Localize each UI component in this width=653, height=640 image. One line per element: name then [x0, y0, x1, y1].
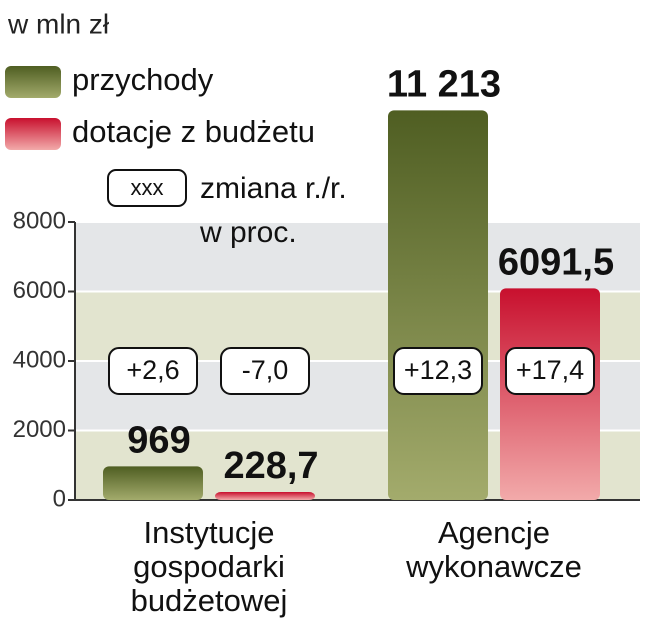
x-tick-label: Instytucje gospodarki budżetowej: [130, 515, 288, 618]
legend-note-box: [107, 169, 187, 207]
change-box: [220, 347, 310, 395]
y-tick-label: 8000: [13, 207, 66, 234]
change-label: -7,0: [242, 355, 289, 385]
change-label: +17,4: [516, 355, 584, 385]
value-label: 6091,5: [498, 241, 614, 283]
legend-swatch: [5, 118, 61, 150]
value-label: 228,7: [223, 445, 318, 487]
legend-label: przychody: [72, 62, 214, 97]
legend-label: dotacje z budżetu: [72, 114, 315, 149]
change-box: [393, 347, 483, 395]
change-box: [505, 347, 595, 395]
legend-note-text: zmiana r./r.: [200, 172, 347, 205]
y-tick-label: 0: [53, 485, 66, 512]
value-label: 11 213: [387, 63, 501, 105]
legend-note-box-label: xxx: [131, 175, 164, 200]
x-tick-label: Agencje wykonawcze: [406, 515, 582, 584]
unit: w mln zł: [7, 8, 110, 39]
change-label: +2,6: [126, 355, 179, 385]
legend-note-text: w proc.: [199, 216, 297, 249]
bar: [103, 466, 203, 500]
legend-swatch: [5, 66, 61, 98]
bar: [215, 492, 315, 500]
change-label: +12,3: [404, 355, 472, 385]
y-tick-label: 2000: [13, 416, 66, 443]
y-tick-label: 6000: [13, 277, 66, 304]
bar: [388, 110, 488, 500]
value-label: 969: [127, 419, 190, 461]
change-box: [108, 347, 198, 395]
band: [75, 222, 640, 292]
y-tick-label: 4000: [13, 346, 66, 373]
